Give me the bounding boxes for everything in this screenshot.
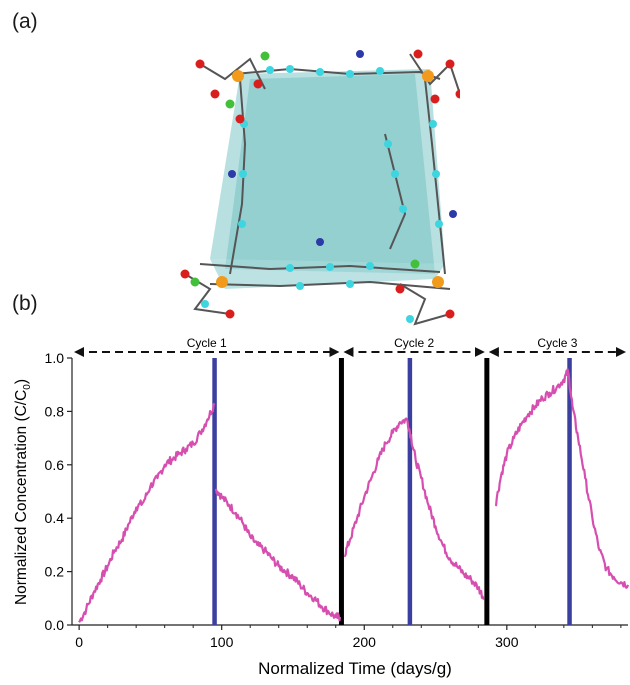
x-tick-label: 0	[75, 634, 83, 650]
x-tick-label: 300	[495, 634, 519, 650]
cycle-label: Cycle 3	[537, 336, 577, 350]
concentration-series-line	[494, 368, 630, 589]
y-axis-label-main: Normalized Concentration (C/C	[13, 390, 30, 605]
cycles-layer: Cycle 1 Cycle 2 Cycle 3	[74, 336, 626, 357]
concentration-series-line	[78, 402, 216, 623]
markers-layer	[212, 358, 572, 625]
concentration-series-line	[214, 488, 342, 622]
panel-a-label: (a)	[12, 10, 38, 33]
atoms-carbon	[201, 65, 443, 323]
y-axis-label-close: )	[13, 379, 30, 384]
concentration-chart: 0.00.20.40.60.81.00 100 200 300 Cycle 1 Cycl…	[13, 336, 630, 678]
y-axis-label: Normalized Concentration (C/C0)	[13, 379, 33, 605]
series-layer	[78, 368, 630, 623]
y-tick-label: 0.2	[45, 564, 65, 580]
atoms-oxygen	[180, 49, 460, 319]
atoms-nitrogen	[228, 50, 457, 246]
concentration-series-line	[343, 417, 485, 600]
molecular-cage-icon	[180, 49, 460, 326]
x-tick-label: 200	[353, 634, 377, 650]
axes-layer: 0.0 0.2 0.4 0.6 0.8 1.0 0 100 200 300	[45, 350, 628, 650]
y-tick-label: 0.4	[45, 510, 65, 526]
y-tick-label: 1.0	[45, 350, 65, 366]
cage-front-face	[225, 74, 435, 274]
y-tick-label: 0.6	[45, 457, 65, 473]
x-tick-label: 100	[210, 634, 234, 650]
cage-back-face	[210, 69, 445, 264]
panel-b-label: (b)	[12, 292, 38, 315]
y-tick-label: 0.0	[45, 617, 65, 633]
cycle-label: Cycle 1	[187, 336, 227, 350]
atoms-metal	[216, 70, 444, 288]
y-tick-label: 0.8	[45, 403, 65, 419]
x-axis-label: Normalized Time (days/g)	[258, 659, 452, 678]
y-axis-label-sub: 0	[22, 384, 33, 390]
cage-bottom-face	[210, 259, 445, 289]
atoms-chlorine	[190, 51, 420, 287]
cycle-label: Cycle 2	[394, 336, 434, 350]
